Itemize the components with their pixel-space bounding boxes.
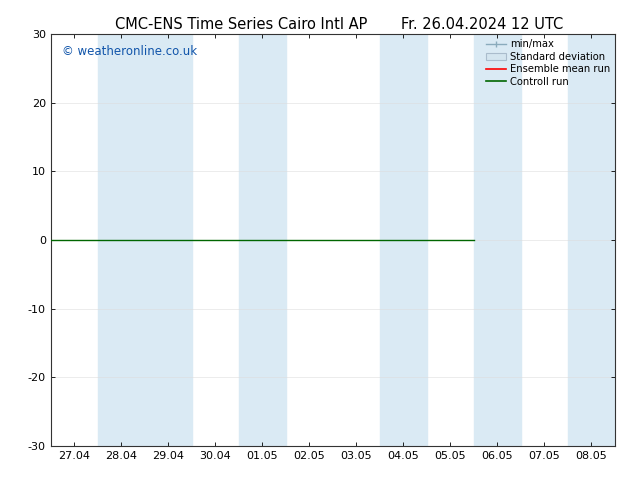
Bar bbox=[145, 34, 191, 446]
Text: © weatheronline.co.uk: © weatheronline.co.uk bbox=[62, 45, 197, 58]
Legend: min/max, Standard deviation, Ensemble mean run, Controll run: min/max, Standard deviation, Ensemble me… bbox=[484, 37, 612, 89]
Bar bbox=[380, 34, 427, 446]
Bar bbox=[474, 34, 521, 446]
Text: CMC-ENS Time Series Cairo Intl AP: CMC-ENS Time Series Cairo Intl AP bbox=[115, 17, 367, 32]
Bar bbox=[239, 34, 286, 446]
Text: Fr. 26.04.2024 12 UTC: Fr. 26.04.2024 12 UTC bbox=[401, 17, 563, 32]
Bar bbox=[98, 34, 145, 446]
Bar bbox=[568, 34, 615, 446]
